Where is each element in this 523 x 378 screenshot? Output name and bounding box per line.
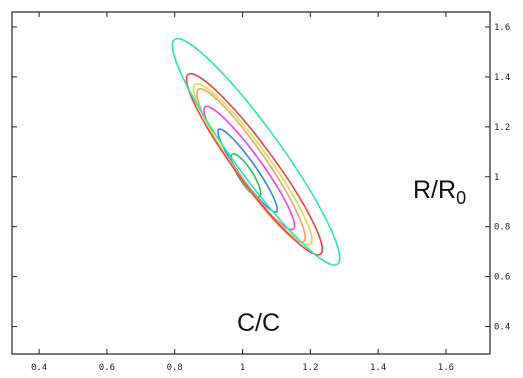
y-tick-label: 1.4	[494, 73, 510, 83]
y-tick-label: 1	[494, 173, 499, 183]
x-tick-label: 0.6	[99, 363, 115, 373]
y-axis-label: R/R0	[413, 176, 466, 208]
contour-level	[230, 153, 262, 198]
x-axis-label: C/C	[237, 309, 280, 337]
y-tick-label: 1.6	[494, 23, 510, 33]
x-tick-label: 0.4	[31, 363, 47, 373]
y-tick-label: 0.4	[494, 323, 510, 333]
y-tick-label: 0.8	[494, 223, 510, 233]
y-axis-label-main: R/R	[413, 176, 456, 204]
y-tick-label: 0.6	[494, 273, 510, 283]
contour-level	[192, 82, 313, 246]
y-axis: 0.4 0.6 0.8 1 1.2 1.4 1.6	[12, 23, 510, 333]
x-tick-label: 1.6	[438, 363, 454, 373]
contour-level	[171, 37, 341, 266]
x-tick-label: 1.2	[302, 363, 318, 373]
x-axis: 0.4 0.6 0.8 1 1.2 1.4 1.6	[31, 12, 454, 373]
y-tick-label: 1.2	[494, 123, 510, 133]
y-axis-label-subscript: 0	[456, 188, 466, 208]
x-tick-label: 1	[240, 363, 245, 373]
plot-frame	[11, 11, 491, 355]
contour-level	[185, 72, 324, 256]
contour-group	[171, 37, 341, 266]
x-tick-label: 0.8	[167, 363, 183, 373]
x-tick-label: 1.4	[370, 363, 386, 373]
